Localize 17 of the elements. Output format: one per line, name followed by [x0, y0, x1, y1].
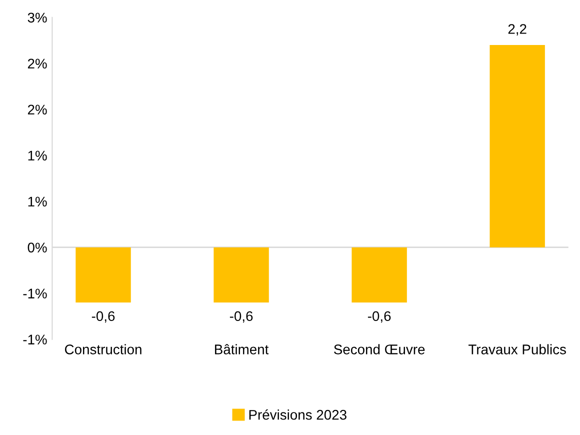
y-tick-label: -1%	[23, 334, 47, 344]
legend-label: Prévisions 2023	[249, 409, 346, 420]
data-label: -0,6	[368, 311, 391, 323]
y-tick-label: 1%	[28, 196, 47, 206]
data-label: 2,2	[508, 24, 526, 36]
y-tick-label: 0%	[28, 242, 47, 252]
data-label: -0,6	[92, 311, 115, 323]
x-tick-label: Bâtiment	[215, 344, 269, 354]
y-tick-label: 1%	[28, 150, 47, 160]
x-tick-label: Second Œuvre	[334, 344, 425, 354]
x-tick-label: Construction	[64, 344, 142, 354]
y-tick-label: 2%	[28, 104, 47, 114]
x-tick-label: Travaux Publics	[468, 344, 566, 354]
y-tick-label: 2%	[28, 58, 47, 68]
data-label: -0,6	[230, 311, 253, 323]
y-tick-label: 3%	[28, 12, 47, 23]
y-tick-label: -1%	[23, 288, 47, 298]
